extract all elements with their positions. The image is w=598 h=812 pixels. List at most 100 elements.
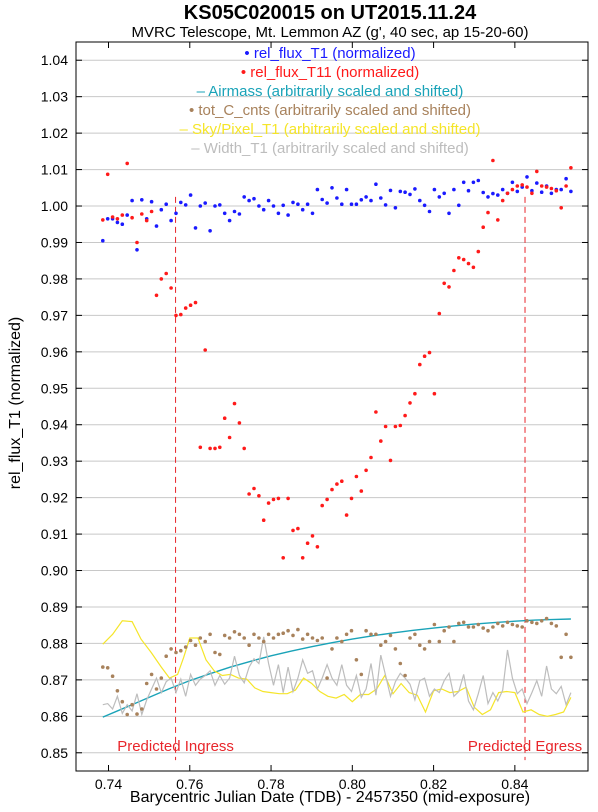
point-tot_c (276, 632, 281, 637)
point-t1 (422, 203, 427, 208)
series-line-width (102, 636, 572, 717)
point-t11 (359, 489, 364, 493)
point-t11 (340, 479, 344, 484)
point-t11 (222, 416, 227, 421)
point-t1 (305, 202, 310, 206)
point-tot_c (505, 620, 510, 625)
point-t11 (466, 261, 471, 266)
point-tot_c (179, 648, 183, 653)
point-t11 (305, 541, 310, 545)
point-tot_c (447, 625, 451, 629)
point-tot_c (388, 633, 393, 638)
point-tot_c (291, 633, 295, 638)
point-tot_c (174, 650, 178, 655)
point-t1 (408, 192, 412, 197)
point-t11 (330, 487, 334, 492)
y-tick-label: 0.94 (41, 417, 68, 433)
point-t11 (125, 161, 129, 166)
point-tot_c (544, 616, 549, 621)
point-t11 (105, 172, 110, 177)
point-t11 (442, 281, 447, 286)
y-tick-label: 0.90 (41, 563, 68, 579)
point-t1 (398, 189, 403, 194)
point-tot_c (213, 650, 217, 655)
prediction-lines (175, 196, 526, 761)
point-t1 (418, 198, 422, 203)
legend: • rel_flux_T1 (normalized) • rel_flux_T11… (180, 45, 481, 157)
point-t11 (203, 348, 207, 352)
point-tot_c (257, 636, 261, 640)
point-t1 (471, 180, 476, 185)
y-tick-label: 1.00 (41, 198, 68, 214)
point-t11 (544, 185, 549, 189)
point-t11 (159, 277, 164, 281)
point-t1 (466, 188, 471, 193)
point-tot_c (457, 621, 461, 626)
point-tot_c (183, 645, 188, 649)
point-t1 (564, 176, 568, 181)
point-t11 (310, 534, 315, 538)
point-tot_c (471, 625, 476, 629)
point-t1 (281, 203, 286, 208)
point-tot_c (335, 636, 339, 640)
point-t11 (227, 435, 232, 440)
point-t11 (476, 249, 481, 254)
point-tot_c (413, 632, 417, 637)
legend-entry: – Width_T1 (arbitrarily scaled and shift… (191, 140, 469, 157)
point-tot_c (564, 632, 568, 637)
point-tot_c (149, 672, 154, 677)
point-tot_c (500, 624, 505, 628)
point-t11 (510, 187, 515, 192)
point-tot_c (193, 643, 198, 647)
point-t1 (125, 213, 129, 217)
point-tot_c (198, 636, 203, 640)
point-tot_c (315, 638, 320, 643)
point-tot_c (535, 621, 539, 626)
point-t11 (403, 413, 407, 418)
point-t1 (388, 188, 393, 193)
point-t1 (218, 203, 222, 207)
point-t1 (135, 248, 139, 252)
point-t1 (315, 187, 320, 192)
point-tot_c (530, 620, 534, 625)
point-tot_c (520, 625, 524, 629)
point-t11 (198, 445, 203, 450)
point-t1 (442, 191, 447, 196)
point-t1 (291, 200, 295, 205)
point-tot_c (491, 625, 495, 629)
point-tot_c (408, 636, 412, 640)
point-t11 (364, 468, 368, 473)
point-t11 (252, 486, 256, 491)
point-t11 (296, 526, 300, 531)
point-t11 (154, 293, 159, 298)
point-t1 (432, 187, 437, 192)
point-tot_c (496, 621, 500, 626)
point-tot_c (330, 647, 334, 651)
point-t11 (349, 496, 354, 501)
point-t11 (188, 303, 193, 308)
point-t11 (413, 391, 417, 396)
point-t1 (359, 198, 364, 202)
point-t11 (257, 494, 261, 498)
point-t11 (266, 501, 271, 505)
point-tot_c (305, 632, 310, 637)
point-tot_c (437, 639, 442, 644)
y-tick-label: 0.98 (41, 271, 68, 287)
point-t11 (261, 518, 266, 522)
point-t1 (491, 191, 495, 196)
point-tot_c (525, 619, 529, 623)
point-tot_c (340, 639, 344, 644)
point-t11 (149, 209, 154, 214)
point-tot_c (300, 637, 305, 641)
point-tot_c (393, 647, 398, 651)
point-t11 (374, 410, 378, 414)
plot-frame (75, 41, 589, 772)
point-t11 (500, 198, 505, 203)
y-tick-label: 0.92 (41, 490, 68, 506)
point-t1 (232, 209, 237, 214)
x-tick-label: 0.76 (176, 776, 203, 792)
series-lines (102, 618, 572, 718)
point-t11 (315, 545, 320, 549)
point-tot_c (110, 674, 115, 678)
point-t1 (559, 187, 563, 192)
